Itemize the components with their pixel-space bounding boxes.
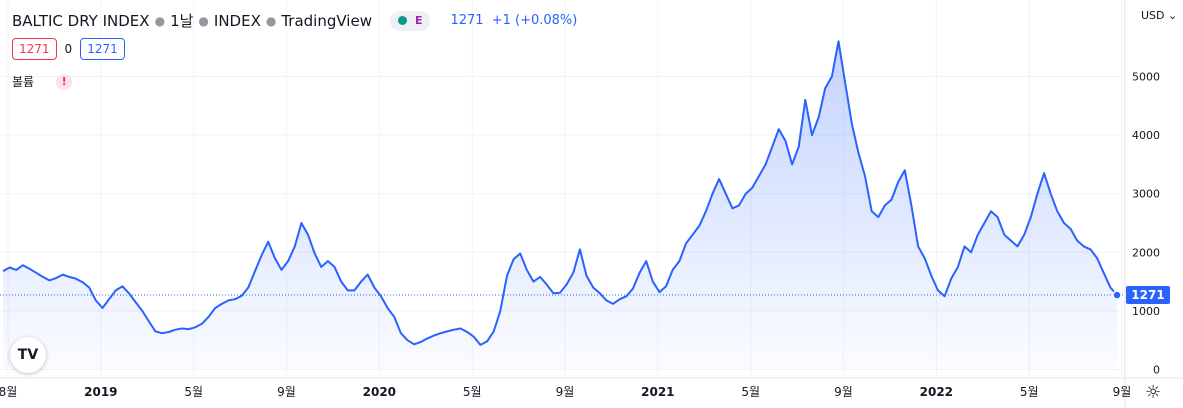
- y-tick-label: 5000: [1132, 71, 1160, 84]
- x-tick-label: 5월: [1020, 385, 1039, 399]
- last-price-label: 1271: [1126, 286, 1170, 305]
- x-tick-label: 2020: [363, 385, 396, 399]
- volume-label[interactable]: 볼륨: [12, 75, 35, 89]
- price-area-fill: [3, 41, 1117, 370]
- chevron-down-icon: ⌄: [1164, 9, 1178, 22]
- last-price-tag-text: 1271: [1131, 288, 1164, 302]
- x-tick-label: 2021: [641, 385, 674, 399]
- price-line: [2, 40, 1118, 346]
- x-tick-label: 8월: [0, 385, 17, 399]
- exchange-label: INDEX: [213, 11, 261, 30]
- y-tick-label: 0: [1153, 364, 1160, 377]
- price-scale: 0 1000 2000 3000 4000 5000: [1132, 71, 1160, 377]
- tradingview-logo-icon[interactable]: TV: [10, 337, 46, 373]
- y-tick-label: 2000: [1132, 246, 1160, 259]
- spread-value: 0: [64, 42, 73, 56]
- x-tick-label: 9월: [556, 385, 575, 399]
- trade-boxes: 1271 0 1271: [12, 38, 125, 60]
- last-quote: 1271 +1 (+0.08%): [450, 13, 581, 28]
- buy-button[interactable]: 1271: [80, 38, 125, 60]
- source-label: TradingView: [281, 11, 372, 30]
- x-tick-label: 2022: [920, 385, 953, 399]
- time-scale: 8월 2019 5월 9월 2020 5월 9월 2021 5월 9월 2022 5월 9월: [0, 385, 1131, 399]
- last-price: 1271: [450, 13, 484, 28]
- chart-header: BALTIC DRY INDEX ● 1날 ● INDEX ● TradingV…: [12, 10, 581, 31]
- currency-label: USD: [1141, 9, 1165, 22]
- sell-button[interactable]: 1271: [12, 38, 57, 60]
- warning-icon[interactable]: !: [56, 73, 73, 90]
- currency-selector[interactable]: USD ⌄: [1141, 9, 1177, 22]
- symbol-name[interactable]: BALTIC DRY INDEX: [12, 11, 150, 30]
- last-price-dot: [1112, 290, 1122, 300]
- x-tick-label: 9월: [1113, 385, 1132, 399]
- events-badge: E: [414, 14, 423, 27]
- x-tick-label: 5월: [184, 385, 203, 399]
- separator-dot: ●: [154, 13, 166, 28]
- x-tick-label: 9월: [834, 385, 853, 399]
- x-tick-label: 9월: [277, 385, 296, 399]
- x-tick-label: 5월: [463, 385, 482, 399]
- y-tick-label: 3000: [1132, 188, 1160, 201]
- interval-label[interactable]: 1날: [170, 12, 194, 30]
- separator-dot: ●: [265, 13, 277, 28]
- x-tick-label: 5월: [741, 385, 760, 399]
- settings-gear-icon[interactable]: ☼: [1145, 382, 1162, 403]
- market-status-icon: [397, 16, 407, 25]
- y-tick-label: 1000: [1132, 305, 1160, 318]
- status-pill[interactable]: E: [389, 10, 431, 31]
- y-tick-label: 4000: [1132, 129, 1160, 142]
- last-price-tag-background: [1126, 286, 1170, 305]
- volume-legend: 볼륨 !: [12, 73, 73, 90]
- x-tick-label: 2019: [84, 385, 117, 399]
- separator-dot: ●: [198, 13, 209, 28]
- price-change: +1 (+0.08%): [491, 13, 578, 28]
